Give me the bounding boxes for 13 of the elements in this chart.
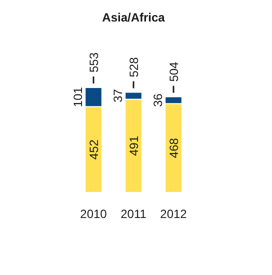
x-tick-label: 2010 xyxy=(80,207,108,221)
data-label: 101 xyxy=(70,86,85,108)
total-label: 504 xyxy=(167,61,181,82)
total-label: 528 xyxy=(127,56,141,78)
data-label: 37 xyxy=(110,88,125,102)
x-tick-label: 2012 xyxy=(160,207,188,221)
chart-title: Asia/Africa xyxy=(102,10,166,24)
data-label: 468 xyxy=(167,138,181,158)
data-label: 36 xyxy=(150,93,165,107)
data-label: 452 xyxy=(87,139,101,160)
x-tick-label: 2011 xyxy=(120,207,147,221)
total-label: 553 xyxy=(87,52,101,72)
data-label: 491 xyxy=(127,136,141,156)
